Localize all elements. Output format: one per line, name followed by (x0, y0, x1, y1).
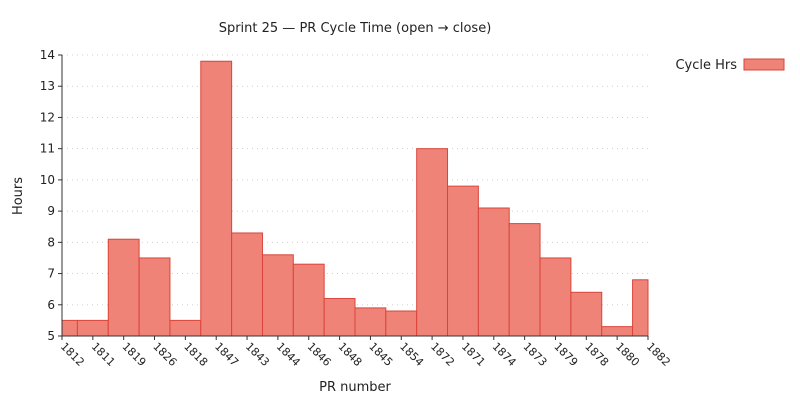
y-tick-label: 14 (40, 48, 55, 62)
y-tick-label: 12 (40, 110, 55, 124)
x-axis-label: PR number (319, 380, 391, 395)
bar (632, 279, 649, 337)
bar (570, 291, 603, 337)
y-ticks: 5 6 7 8 9 10 11 12 13 14 (40, 48, 62, 343)
bar (261, 254, 294, 337)
bar (323, 298, 356, 337)
x-tick-label: 1846 (305, 340, 334, 369)
x-tick-label: 1812 (58, 340, 87, 369)
y-tick-label: 6 (47, 298, 55, 312)
x-tick-label: 1818 (181, 340, 210, 369)
x-tick-label: 1873 (521, 340, 550, 369)
bar (508, 223, 541, 337)
y-tick-label: 7 (47, 267, 55, 281)
y-axis-label: Hours (11, 177, 26, 215)
x-tick-label: 1848 (335, 340, 364, 369)
y-tick-label: 8 (47, 235, 55, 249)
x-tick-label: 1872 (428, 340, 457, 369)
x-tick-label: 1871 (459, 340, 488, 369)
bars (61, 60, 649, 337)
legend: Cycle Hrs (675, 58, 785, 73)
bar (200, 60, 233, 337)
chart-title: Sprint 25 — PR Cycle Time (open → close) (219, 21, 492, 36)
bar (354, 307, 387, 337)
legend-label: Cycle Hrs (675, 58, 737, 73)
bar (601, 326, 634, 337)
x-tick-label: 1879 (551, 340, 580, 369)
x-tick-label: 1843 (243, 340, 272, 369)
bar (385, 310, 418, 337)
bar (61, 319, 78, 337)
x-tick-label: 1878 (582, 340, 611, 369)
bar (447, 185, 479, 337)
x-tick-label: 1826 (150, 340, 179, 369)
x-tick-label: 1819 (120, 340, 149, 369)
x-tick-label: 1845 (366, 340, 395, 369)
x-tick-label: 1844 (274, 340, 303, 369)
bar (138, 257, 171, 337)
bar (416, 148, 449, 337)
bar (539, 257, 572, 337)
x-tick-label: 1847 (212, 340, 241, 369)
bar (107, 238, 140, 337)
bar (477, 207, 510, 337)
x-tick-label: 1811 (89, 340, 118, 369)
y-tick-label: 13 (40, 79, 55, 93)
y-tick-label: 10 (40, 173, 55, 187)
bar (76, 319, 109, 337)
legend-swatch (743, 58, 785, 71)
y-tick-label: 9 (47, 204, 55, 218)
x-tick-label: 1874 (490, 340, 519, 369)
bar (231, 232, 263, 337)
y-tick-label: 11 (40, 142, 55, 156)
x-tick-label: 1854 (397, 340, 426, 369)
bar (292, 263, 325, 337)
x-tick-label: 1882 (644, 340, 673, 369)
x-tick-label: 1880 (613, 340, 642, 369)
y-tick-label: 5 (47, 329, 55, 343)
bar (169, 319, 202, 337)
x-ticks: 1812 1811 1819 1826 1818 1847 1843 1844 1846 1848… (58, 336, 673, 369)
